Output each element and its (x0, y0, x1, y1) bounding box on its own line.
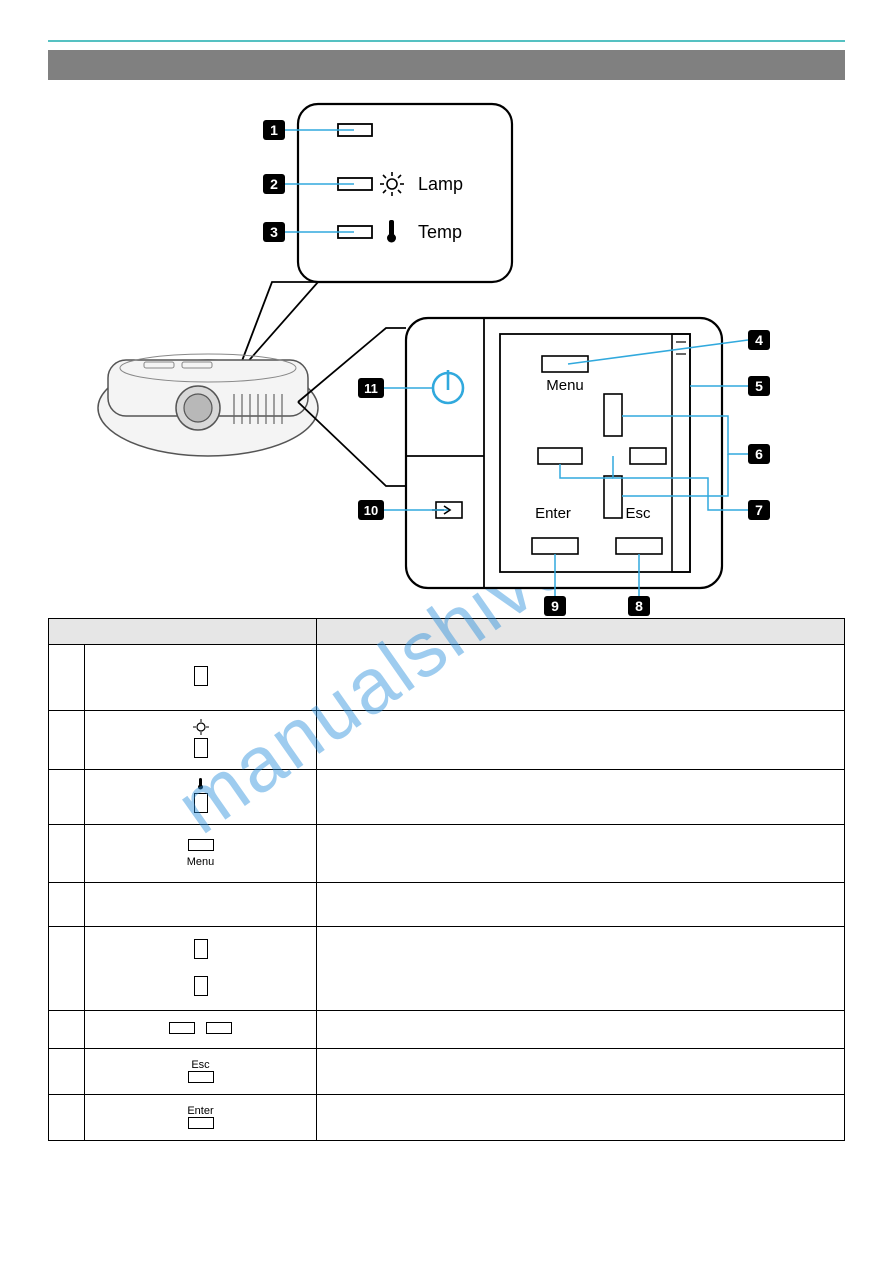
svg-text:10: 10 (364, 503, 378, 518)
row-name: Esc (85, 1049, 317, 1095)
table-row: Enter (49, 1095, 845, 1141)
temp-label: Temp (418, 222, 462, 242)
row-function (317, 711, 845, 770)
row-function (317, 770, 845, 825)
row-name: Menu (85, 825, 317, 883)
row-number (49, 1095, 85, 1141)
row-name (85, 645, 317, 711)
button-icon (188, 1071, 214, 1083)
control-panel-outline (406, 318, 722, 588)
table-row (49, 711, 845, 770)
row-name: Enter (85, 1095, 317, 1141)
svg-text:2: 2 (270, 176, 278, 192)
row-name (85, 1011, 317, 1049)
header-bar (48, 50, 845, 80)
mini-label: Menu (89, 856, 312, 868)
row-name (85, 883, 317, 927)
lamp-label: Lamp (418, 174, 463, 194)
indicator-icon (194, 793, 208, 813)
projector-illustration (98, 354, 318, 456)
svg-text:4: 4 (755, 332, 763, 348)
row-name (85, 927, 317, 1011)
row-number (49, 1011, 85, 1049)
row-number (49, 711, 85, 770)
lamp-icon (89, 719, 312, 738)
svg-text:11: 11 (364, 381, 378, 396)
table-row (49, 770, 845, 825)
row-function (317, 927, 845, 1011)
parts-table: Menu Esc Enter (48, 618, 845, 1141)
indicator-icon (194, 666, 208, 686)
row-number (49, 645, 85, 711)
table-row (49, 927, 845, 1011)
button-icon (188, 1117, 214, 1129)
leader-to-panel-b (298, 328, 406, 402)
svg-text:7: 7 (755, 502, 763, 518)
menu-button-icon (188, 839, 214, 851)
row-number (49, 1049, 85, 1095)
mini-label: Esc (89, 1059, 312, 1071)
table-row: Esc (49, 1049, 845, 1095)
row-function (317, 1095, 845, 1141)
svg-text:1: 1 (270, 122, 278, 138)
svg-text:6: 6 (755, 446, 763, 462)
svg-text:3: 3 (270, 224, 278, 240)
row-name (85, 711, 317, 770)
row-number (49, 927, 85, 1011)
row-number (49, 770, 85, 825)
table-row: Menu (49, 825, 845, 883)
top-rule (48, 40, 845, 42)
row-function (317, 1011, 845, 1049)
up-button-icon (194, 939, 208, 959)
right-button-icon (206, 1022, 232, 1034)
svg-text:5: 5 (755, 378, 763, 394)
svg-text:8: 8 (635, 598, 643, 614)
row-function (317, 645, 845, 711)
row-name (85, 770, 317, 825)
table-row (49, 883, 845, 927)
row-number (49, 883, 85, 927)
thermometer-icon (89, 778, 312, 793)
row-function (317, 883, 845, 927)
mini-label: Enter (89, 1105, 312, 1117)
left-button-icon (169, 1022, 195, 1034)
down-button-icon (194, 976, 208, 996)
enter-label: Enter (535, 505, 571, 522)
row-function (317, 825, 845, 883)
header-name (49, 619, 317, 645)
row-function (317, 1049, 845, 1095)
header-function (317, 619, 845, 645)
svg-text:9: 9 (551, 598, 559, 614)
menu-label: Menu (546, 377, 584, 394)
diagram-area: Lamp Temp 1 2 3 (48, 98, 845, 618)
table-header-row (49, 619, 845, 645)
table-row (49, 1011, 845, 1049)
table-row (49, 645, 845, 711)
esc-label: Esc (625, 505, 651, 522)
indicator-icon (194, 738, 208, 758)
row-number (49, 825, 85, 883)
